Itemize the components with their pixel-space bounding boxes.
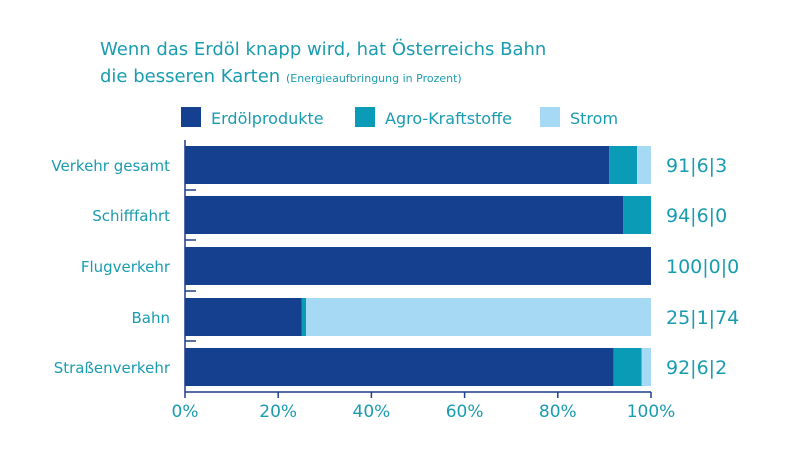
chart-title-line2: die besseren Karten (Energieaufbringung …	[100, 63, 546, 92]
bar-segment-4-2	[301, 298, 307, 336]
bar-segment-2-2	[623, 196, 651, 234]
legend-label-1: Erdölprodukte	[211, 109, 324, 128]
value-label-3: 100|0|0	[666, 256, 739, 278]
chart-title-line2-text: die besseren Karten	[100, 66, 281, 87]
bar-segment-5-3	[641, 348, 651, 386]
x-tick-label-2: 20%	[259, 402, 297, 422]
legend-label-2: Agro-Kraftstoffe	[385, 109, 512, 128]
chart-subtitle: (Energieaufbringung in Prozent)	[285, 72, 462, 85]
chart-title-line1: Wenn das Erdöl knapp wird, hat Österreic…	[100, 39, 547, 60]
x-tick-label-3: 40%	[353, 402, 391, 422]
legend-swatch-2	[355, 107, 375, 127]
category-label-3: Flugverkehr	[81, 258, 171, 276]
value-label-1: 91|6|3	[666, 155, 727, 177]
bar-segment-2-1	[185, 196, 624, 234]
legend-label-3: Strom	[570, 109, 618, 128]
value-label-5: 92|6|2	[666, 357, 727, 379]
bar-segment-5-2	[613, 348, 642, 386]
bar-segment-5-1	[185, 348, 614, 386]
value-label-4: 25|1|74	[666, 307, 739, 329]
x-tick-label-5: 80%	[539, 402, 577, 422]
x-tick-label-4: 60%	[446, 402, 484, 422]
chart-title: Wenn das Erdöl knapp wird, hat Österreic…	[100, 36, 546, 92]
category-label-2: Schifffahrt	[92, 207, 170, 225]
bar-segment-1-1	[185, 146, 610, 184]
value-label-2: 94|6|0	[666, 205, 727, 227]
bar-segment-4-1	[185, 298, 302, 336]
bar-segment-1-3	[637, 146, 651, 184]
category-label-5: Straßenverkehr	[54, 359, 171, 377]
bar-segment-3-1	[185, 247, 651, 285]
category-label-4: Bahn	[132, 309, 171, 327]
x-tick-label-6: 100%	[627, 402, 676, 422]
legend-swatch-1	[181, 107, 201, 127]
bar-segment-4-3	[306, 298, 651, 336]
x-tick-label-1: 0%	[172, 402, 199, 422]
category-label-1: Verkehr gesamt	[51, 157, 170, 175]
bar-segment-1-2	[609, 146, 638, 184]
legend-swatch-3	[540, 107, 560, 127]
